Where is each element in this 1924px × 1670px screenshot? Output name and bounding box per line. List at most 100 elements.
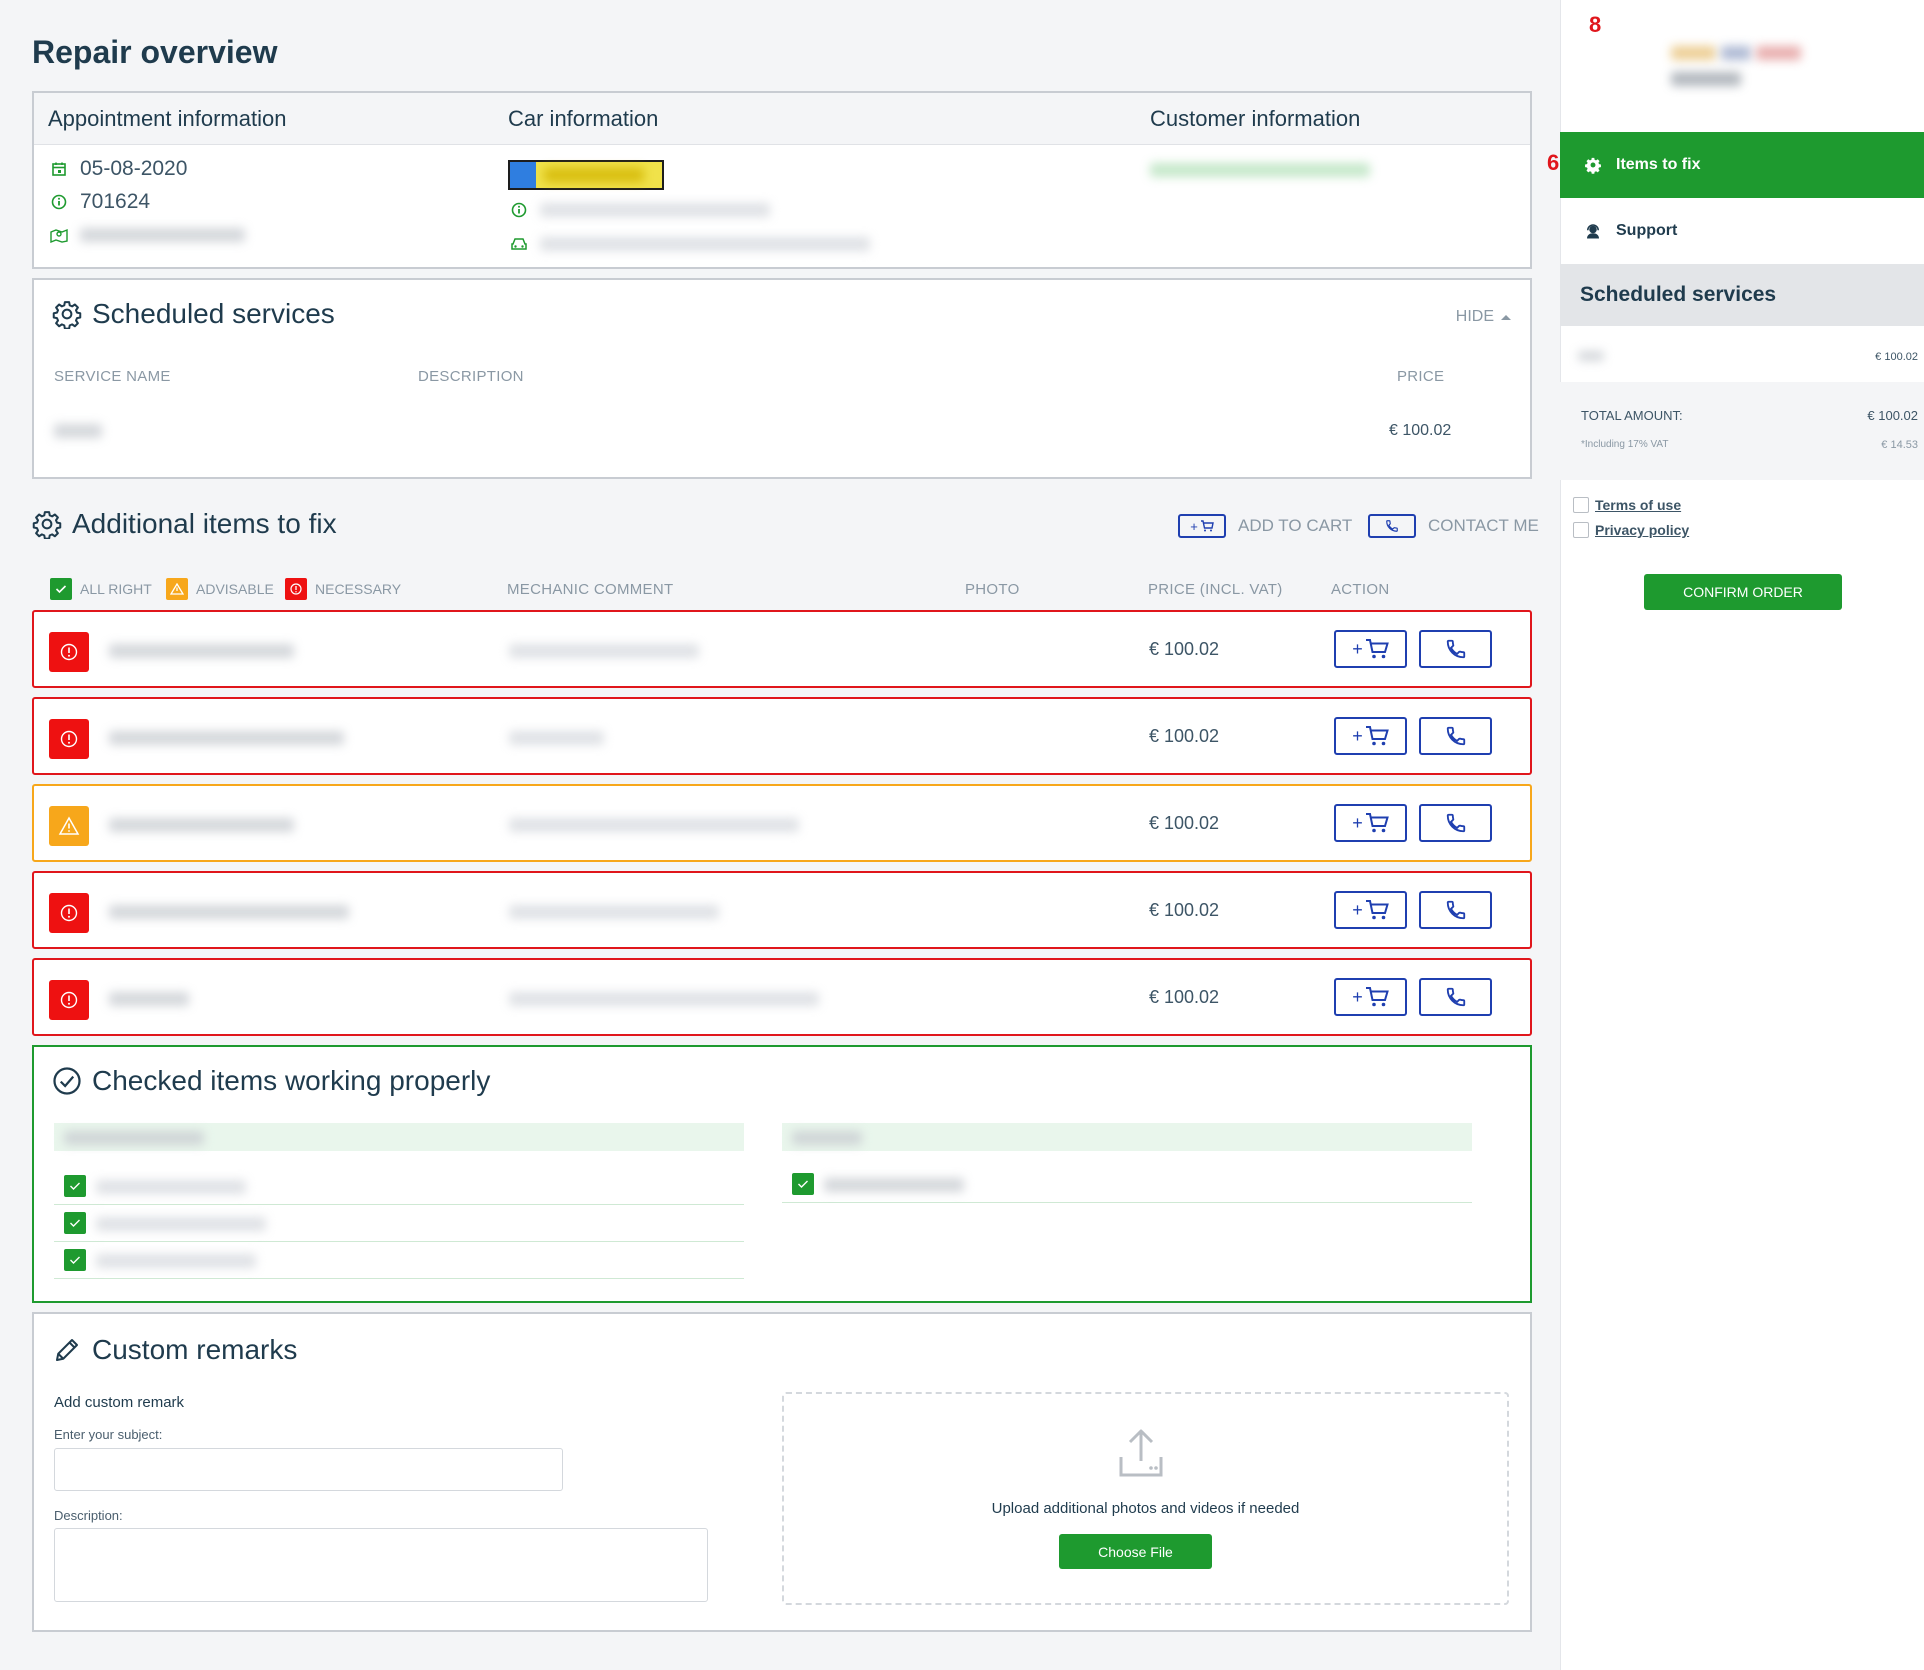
info-icon (48, 191, 70, 213)
check-icon (64, 1175, 86, 1197)
additional-items-title: Additional items to fix (72, 508, 337, 539)
sidebar-item-label: Support (1616, 222, 1678, 239)
sidebar-item-items-to-fix[interactable]: Items to fix (1560, 132, 1924, 198)
list-item (782, 1166, 1472, 1203)
hide-toggle[interactable]: HIDE (1456, 308, 1512, 326)
annotation-marker: 6 (1547, 150, 1560, 175)
appointment-location-row (48, 224, 245, 246)
appointment-date: 05-08-2020 (80, 157, 188, 180)
col-price: PRICE (1397, 368, 1445, 385)
pencil-icon (56, 1339, 78, 1361)
terms-link[interactable]: Terms of use (1595, 497, 1682, 513)
alert-icon (49, 719, 89, 759)
license-plate (508, 160, 664, 190)
col-service-name: SERVICE NAME (54, 368, 171, 385)
legend-necessary: NECESSARY (285, 578, 401, 600)
scheduled-services-title-row: Scheduled services (52, 298, 335, 330)
car-details-row (508, 233, 870, 255)
contact-button[interactable] (1419, 891, 1492, 929)
redacted-car-details (540, 237, 870, 251)
alert-icon (49, 632, 89, 672)
add-to-cart-button[interactable]: + (1334, 717, 1407, 755)
add-to-cart-button[interactable]: + (1334, 630, 1407, 668)
sidebar-item-label: Items to fix (1616, 156, 1701, 173)
terms-checkbox[interactable] (1573, 497, 1589, 513)
total-label: TOTAL AMOUNT: (1581, 408, 1683, 423)
col-action: ACTION (1331, 581, 1390, 598)
vat-label: *Including 17% VAT (1581, 439, 1669, 450)
contact-button[interactable] (1419, 978, 1492, 1016)
info-icon (508, 199, 530, 221)
check-icon (50, 578, 72, 600)
appointment-heading: Appointment information (48, 106, 287, 131)
phone-icon (1446, 726, 1465, 746)
scheduled-services-card: Scheduled services HIDE SERVICE NAME DES… (32, 278, 1532, 479)
contact-button[interactable] (1419, 630, 1492, 668)
cart-plus-icon: + (1178, 514, 1226, 538)
add-to-cart-button[interactable]: + (1334, 891, 1407, 929)
phone-icon (1446, 639, 1465, 659)
add-custom-remark-label: Add custom remark (54, 1394, 185, 1411)
legend-all-right: ALL RIGHT (50, 578, 152, 600)
alert-icon (285, 578, 307, 600)
table-row: € 100.02 + (32, 871, 1532, 949)
description-label: Description: (54, 1508, 123, 1523)
list-item (54, 1242, 744, 1279)
alert-icon (49, 893, 89, 933)
choose-file-button[interactable]: Choose File (1059, 1534, 1212, 1569)
table-row: € 100.02 + (32, 610, 1532, 688)
sidebar-item-support[interactable]: Support (1560, 198, 1924, 264)
sidebar-total-box (1560, 382, 1924, 480)
description-textarea[interactable] (54, 1528, 708, 1602)
check-circle-icon (53, 1067, 81, 1095)
phone-icon (1446, 900, 1465, 920)
table-row: € 100.02 + (32, 697, 1532, 775)
check-icon (792, 1173, 814, 1195)
alert-icon (49, 980, 89, 1020)
hide-label: HIDE (1455, 308, 1494, 325)
check-icon (64, 1212, 86, 1234)
phone-icon (1368, 514, 1416, 538)
redacted-service-name (54, 424, 102, 438)
table-row: € 100.02 + (32, 784, 1532, 862)
row-price: € 100.02 (1149, 639, 1220, 659)
main-content: Repair overview Appointment information … (32, 34, 1539, 1632)
subject-input[interactable] (54, 1448, 563, 1491)
workshop-logo (1671, 42, 1841, 92)
col-photo: PHOTO (965, 581, 1020, 598)
checked-items-title-row: Checked items working properly (52, 1065, 490, 1097)
checked-category (782, 1123, 1472, 1151)
add-to-cart-all-button[interactable]: + ADD TO CART (1178, 514, 1352, 538)
upload-dropzone[interactable]: Upload additional photos and videos if n… (782, 1392, 1509, 1605)
page-title: Repair overview (32, 34, 278, 70)
add-to-cart-button[interactable]: + (1334, 978, 1407, 1016)
privacy-link[interactable]: Privacy policy (1595, 522, 1690, 538)
caret-up-icon (1501, 315, 1511, 320)
appointment-number-row: 701624 (48, 190, 150, 214)
add-to-cart-button[interactable]: + (1334, 804, 1407, 842)
custom-remarks-card: Custom remarks Add custom remark Enter y… (32, 1312, 1532, 1632)
cart-icon (1365, 987, 1389, 1007)
row-price: € 100.02 (1149, 987, 1220, 1007)
subject-label: Enter your subject: (54, 1427, 163, 1442)
car-model-row (508, 199, 770, 221)
gear-icon (1585, 157, 1601, 174)
checked-items-title: Checked items working properly (92, 1065, 491, 1096)
check-icon (64, 1249, 86, 1271)
contact-button[interactable] (1419, 804, 1492, 842)
contact-button[interactable] (1419, 717, 1492, 755)
info-card-header: Appointment information Car information … (34, 93, 1530, 145)
scheduled-service-price: € 100.02 (1389, 422, 1452, 439)
support-agent-icon (1587, 224, 1599, 239)
calendar-icon (48, 158, 70, 180)
list-item (54, 1168, 744, 1205)
annotation-marker: 8 (1589, 12, 1602, 37)
phone-icon (1446, 987, 1465, 1007)
confirm-order-button[interactable]: CONFIRM ORDER (1644, 574, 1842, 610)
sidebar-service-price: € 100.02 (1875, 351, 1918, 363)
appointment-number: 701624 (80, 190, 151, 213)
redacted-location (80, 228, 245, 242)
privacy-checkbox[interactable] (1573, 522, 1589, 538)
contact-me-all-button[interactable]: CONTACT ME (1368, 514, 1539, 538)
info-card: Appointment information Car information … (32, 91, 1532, 269)
